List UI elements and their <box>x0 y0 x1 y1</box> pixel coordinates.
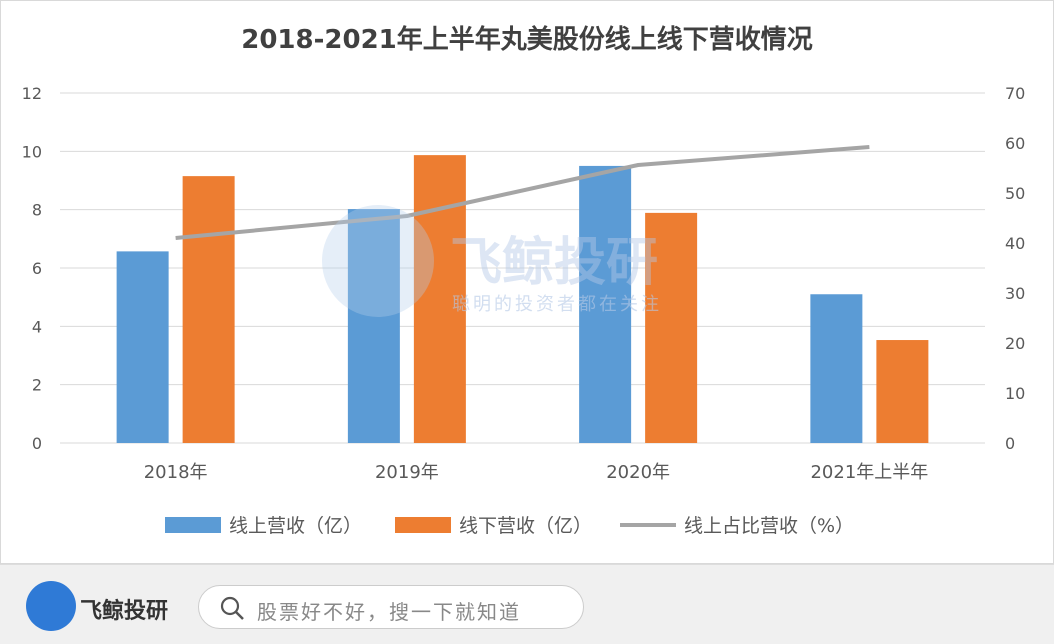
y-tick-label: 12 <box>22 84 42 103</box>
y-tick-label: 0 <box>32 434 42 453</box>
y-tick-label: 6 <box>32 259 42 278</box>
y2-tick-label: 20 <box>1005 334 1025 353</box>
y-tick-label: 2 <box>32 376 42 395</box>
legend-swatch <box>395 517 451 533</box>
y2-tick-label: 10 <box>1005 384 1025 403</box>
whale-logo-icon <box>26 581 76 631</box>
legend-label: 线上占比营收（%） <box>684 515 854 537</box>
x-tick-label: 2021年上半年 <box>810 462 928 483</box>
y2-tick-label: 70 <box>1005 84 1025 103</box>
bar-offline <box>876 340 928 443</box>
watermark-logo <box>322 205 434 317</box>
watermark-title: 飞鲸投研 <box>450 220 658 295</box>
y2-tick-label: 0 <box>1005 434 1015 453</box>
x-tick-label: 2018年 <box>144 462 208 483</box>
footer: 飞鲸投研 股票好不好，搜一下就知道 <box>0 564 1054 644</box>
y-tick-label: 8 <box>32 201 42 220</box>
x-tick-label: 2019年 <box>375 462 439 483</box>
y2-tick-label: 30 <box>1005 284 1025 303</box>
search-input[interactable]: 股票好不好，搜一下就知道 <box>198 585 584 629</box>
y2-tick-label: 50 <box>1005 184 1025 203</box>
y-tick-label: 10 <box>22 142 42 161</box>
y2-tick-label: 60 <box>1005 134 1025 153</box>
legend-label: 线上营收（亿） <box>229 515 362 537</box>
legend-label: 线下营收（亿） <box>459 515 592 537</box>
x-tick-label: 2020年 <box>606 462 670 483</box>
y-tick-label: 4 <box>32 317 42 336</box>
bar-offline <box>183 176 235 443</box>
search-icon <box>219 595 245 621</box>
y2-tick-label: 40 <box>1005 234 1025 253</box>
legend-swatch <box>165 517 221 533</box>
search-placeholder: 股票好不好，搜一下就知道 <box>257 596 521 625</box>
bar-online <box>117 251 169 443</box>
chart-title: 2018-2021年上半年丸美股份线上线下营收情况 <box>241 24 813 55</box>
bar-online <box>810 294 862 443</box>
watermark-slogan: 聪明的投资者都在关注 <box>452 290 662 316</box>
footer-brand: 飞鲸投研 <box>80 593 168 625</box>
